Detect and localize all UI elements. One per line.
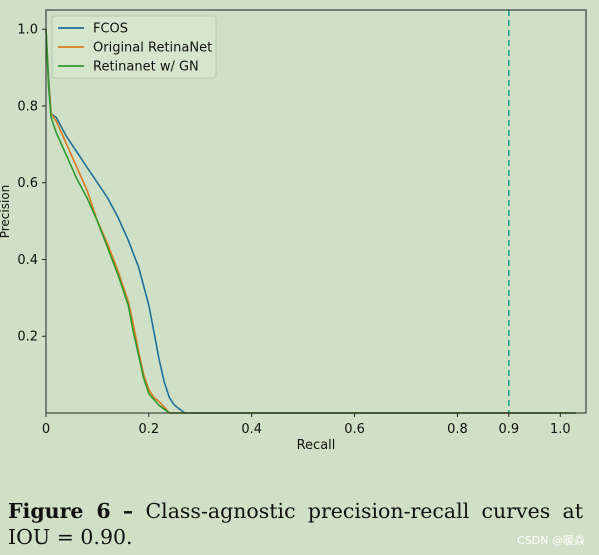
x-tick-label: 1.0 <box>550 422 571 437</box>
legend-box <box>51 15 217 79</box>
y-tick-label: 0.4 <box>17 253 38 268</box>
caption-label: Figure 6 <box>8 499 111 523</box>
caption-text: Class-agnostic precision-recall curves a… <box>8 499 583 549</box>
x-axis-label: Recall <box>297 438 336 453</box>
y-axis-label: Precision <box>0 185 12 239</box>
pr-curve-chart: 0 0.2 0.4 0.6 0.8 0.9 1.0 0.2 0.4 0.6 0.8 1.0 Reca… <box>0 9 587 453</box>
figure-caption: Figure 6 – Class-agnostic precision-reca… <box>8 498 583 550</box>
x-tick-label: 0.6 <box>344 422 365 437</box>
x-tick-label: 0 <box>42 422 50 437</box>
series-line-3 <box>45 29 576 414</box>
legend: FCOS Original RetinaNet Retinanet w/ GN <box>51 15 217 79</box>
x-tick-label: 0.9 <box>499 422 520 437</box>
series-line-2 <box>45 29 576 414</box>
plot-frame <box>45 9 587 414</box>
x-tick-label: 0.4 <box>241 422 262 437</box>
legend-label: FCOS <box>93 22 128 37</box>
legend-label: Retinanet w/ GN <box>93 60 199 75</box>
y-tick-label: 0.8 <box>17 99 38 114</box>
watermark: CSDN @暖焱 <box>517 534 585 547</box>
x-tick-label: 0.2 <box>139 422 160 437</box>
y-tick-label: 0.6 <box>17 176 38 191</box>
y-tick-label: 0.2 <box>17 330 38 345</box>
y-tick-label: 1.0 <box>17 23 38 38</box>
series-line-1 <box>45 29 576 414</box>
caption-dash: – <box>122 499 134 523</box>
legend-label: Original RetinaNet <box>93 41 212 56</box>
x-tick-label: 0.8 <box>447 422 468 437</box>
